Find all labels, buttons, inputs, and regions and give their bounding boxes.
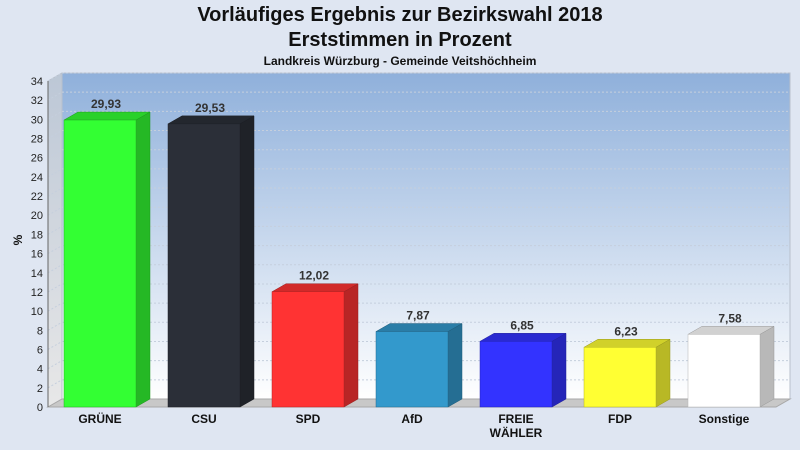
value-label: 7,58 [718, 311, 742, 325]
category-label: CSU [191, 412, 216, 426]
grid-line-side [47, 360, 63, 370]
grid-line-side [47, 149, 63, 159]
grid-line-side [47, 206, 63, 216]
y-tick-label: 14 [31, 268, 43, 280]
bar-front [479, 341, 553, 408]
y-tick-label: 4 [37, 364, 43, 376]
grid-line-side [47, 321, 63, 331]
y-tick-label: 18 [31, 229, 43, 241]
left-wall [47, 72, 63, 408]
grid-line-side [47, 283, 63, 293]
grid-line-side [47, 225, 63, 235]
y-tick-label: 32 [31, 95, 43, 107]
category-label: AfD [401, 412, 423, 426]
bar-front [687, 334, 761, 408]
value-label: 6,23 [614, 324, 638, 338]
grid-line-side [47, 245, 63, 255]
value-label: 6,85 [510, 318, 534, 332]
bar-sonstige [687, 325, 775, 408]
value-label: 12,02 [299, 269, 329, 283]
y-tick-label: 24 [31, 172, 43, 184]
category-label: FDP [608, 412, 632, 426]
category-label: WÄHLER [490, 425, 543, 440]
category-label: SPD [296, 412, 321, 426]
chart-title: Vorläufiges Ergebnis zur Bezirkswahl 201… [197, 4, 603, 26]
bar-front [271, 291, 345, 408]
bar-afd [375, 323, 463, 408]
grid-line-side [47, 379, 63, 389]
y-tick-label: 34 [31, 76, 43, 88]
bar-top [479, 333, 567, 342]
bar-side [239, 115, 255, 408]
y-tick-label: 28 [31, 134, 43, 146]
y-tick-label: 30 [31, 114, 43, 126]
grid-line-side [47, 110, 63, 120]
grid-line-side [47, 264, 63, 274]
bar-side [447, 323, 463, 408]
y-tick-label: 16 [31, 249, 43, 261]
bar-freie-w-hler [479, 332, 567, 408]
bar-gr-ne [63, 111, 151, 408]
chart-subtitle: Erststimmen in Prozent [288, 29, 512, 51]
bar-side [135, 111, 151, 408]
grid-line-side [47, 187, 63, 197]
bar-front [583, 347, 657, 408]
grid-line-side [47, 168, 63, 178]
category-label: Sonstige [699, 412, 750, 426]
grid-line-side [47, 302, 63, 312]
bar-top [63, 111, 151, 121]
grid-line-side [47, 72, 63, 82]
bar-top [583, 339, 671, 348]
bar-front [375, 331, 449, 408]
y-tick-label: 20 [31, 210, 43, 222]
bar-top [375, 323, 463, 332]
bar-side [343, 283, 359, 408]
bar-spd [271, 283, 359, 408]
y-tick-label: 6 [37, 344, 43, 356]
y-tick-label: 2 [37, 383, 43, 395]
category-label: GRÜNE [78, 411, 121, 426]
bar-front [167, 123, 241, 408]
y-tick-label: 10 [31, 306, 43, 318]
y-tick-label: 12 [31, 287, 43, 299]
grid-line-side [47, 91, 63, 101]
bars: 29,93 29,53 12,02 7,87 6,85 6,23 7,58 [63, 97, 775, 408]
y-tick-label: 26 [31, 153, 43, 165]
category-label: FREIE [498, 412, 533, 426]
bar-fdp [583, 338, 671, 408]
y-tick-label: 0 [37, 402, 43, 414]
grid-line-side [47, 130, 63, 139]
grid-line-side [47, 341, 63, 350]
y-axis-title: % [11, 234, 25, 245]
bar-side [759, 325, 775, 408]
bar-front [63, 119, 137, 408]
chart-caption: Landkreis Würzburg - Gemeinde Veitshöchh… [263, 54, 537, 68]
bar-csu [167, 115, 255, 408]
y-tick-label: 8 [37, 325, 43, 337]
bar-top [167, 115, 255, 125]
bar-top [687, 326, 775, 335]
bar-top [271, 283, 359, 292]
bar-side [551, 332, 567, 408]
y-tick-label: 22 [31, 191, 43, 203]
bar-side [655, 338, 671, 408]
value-label: 7,87 [406, 309, 430, 323]
value-label: 29,93 [91, 97, 121, 111]
value-label: 29,53 [195, 101, 225, 115]
